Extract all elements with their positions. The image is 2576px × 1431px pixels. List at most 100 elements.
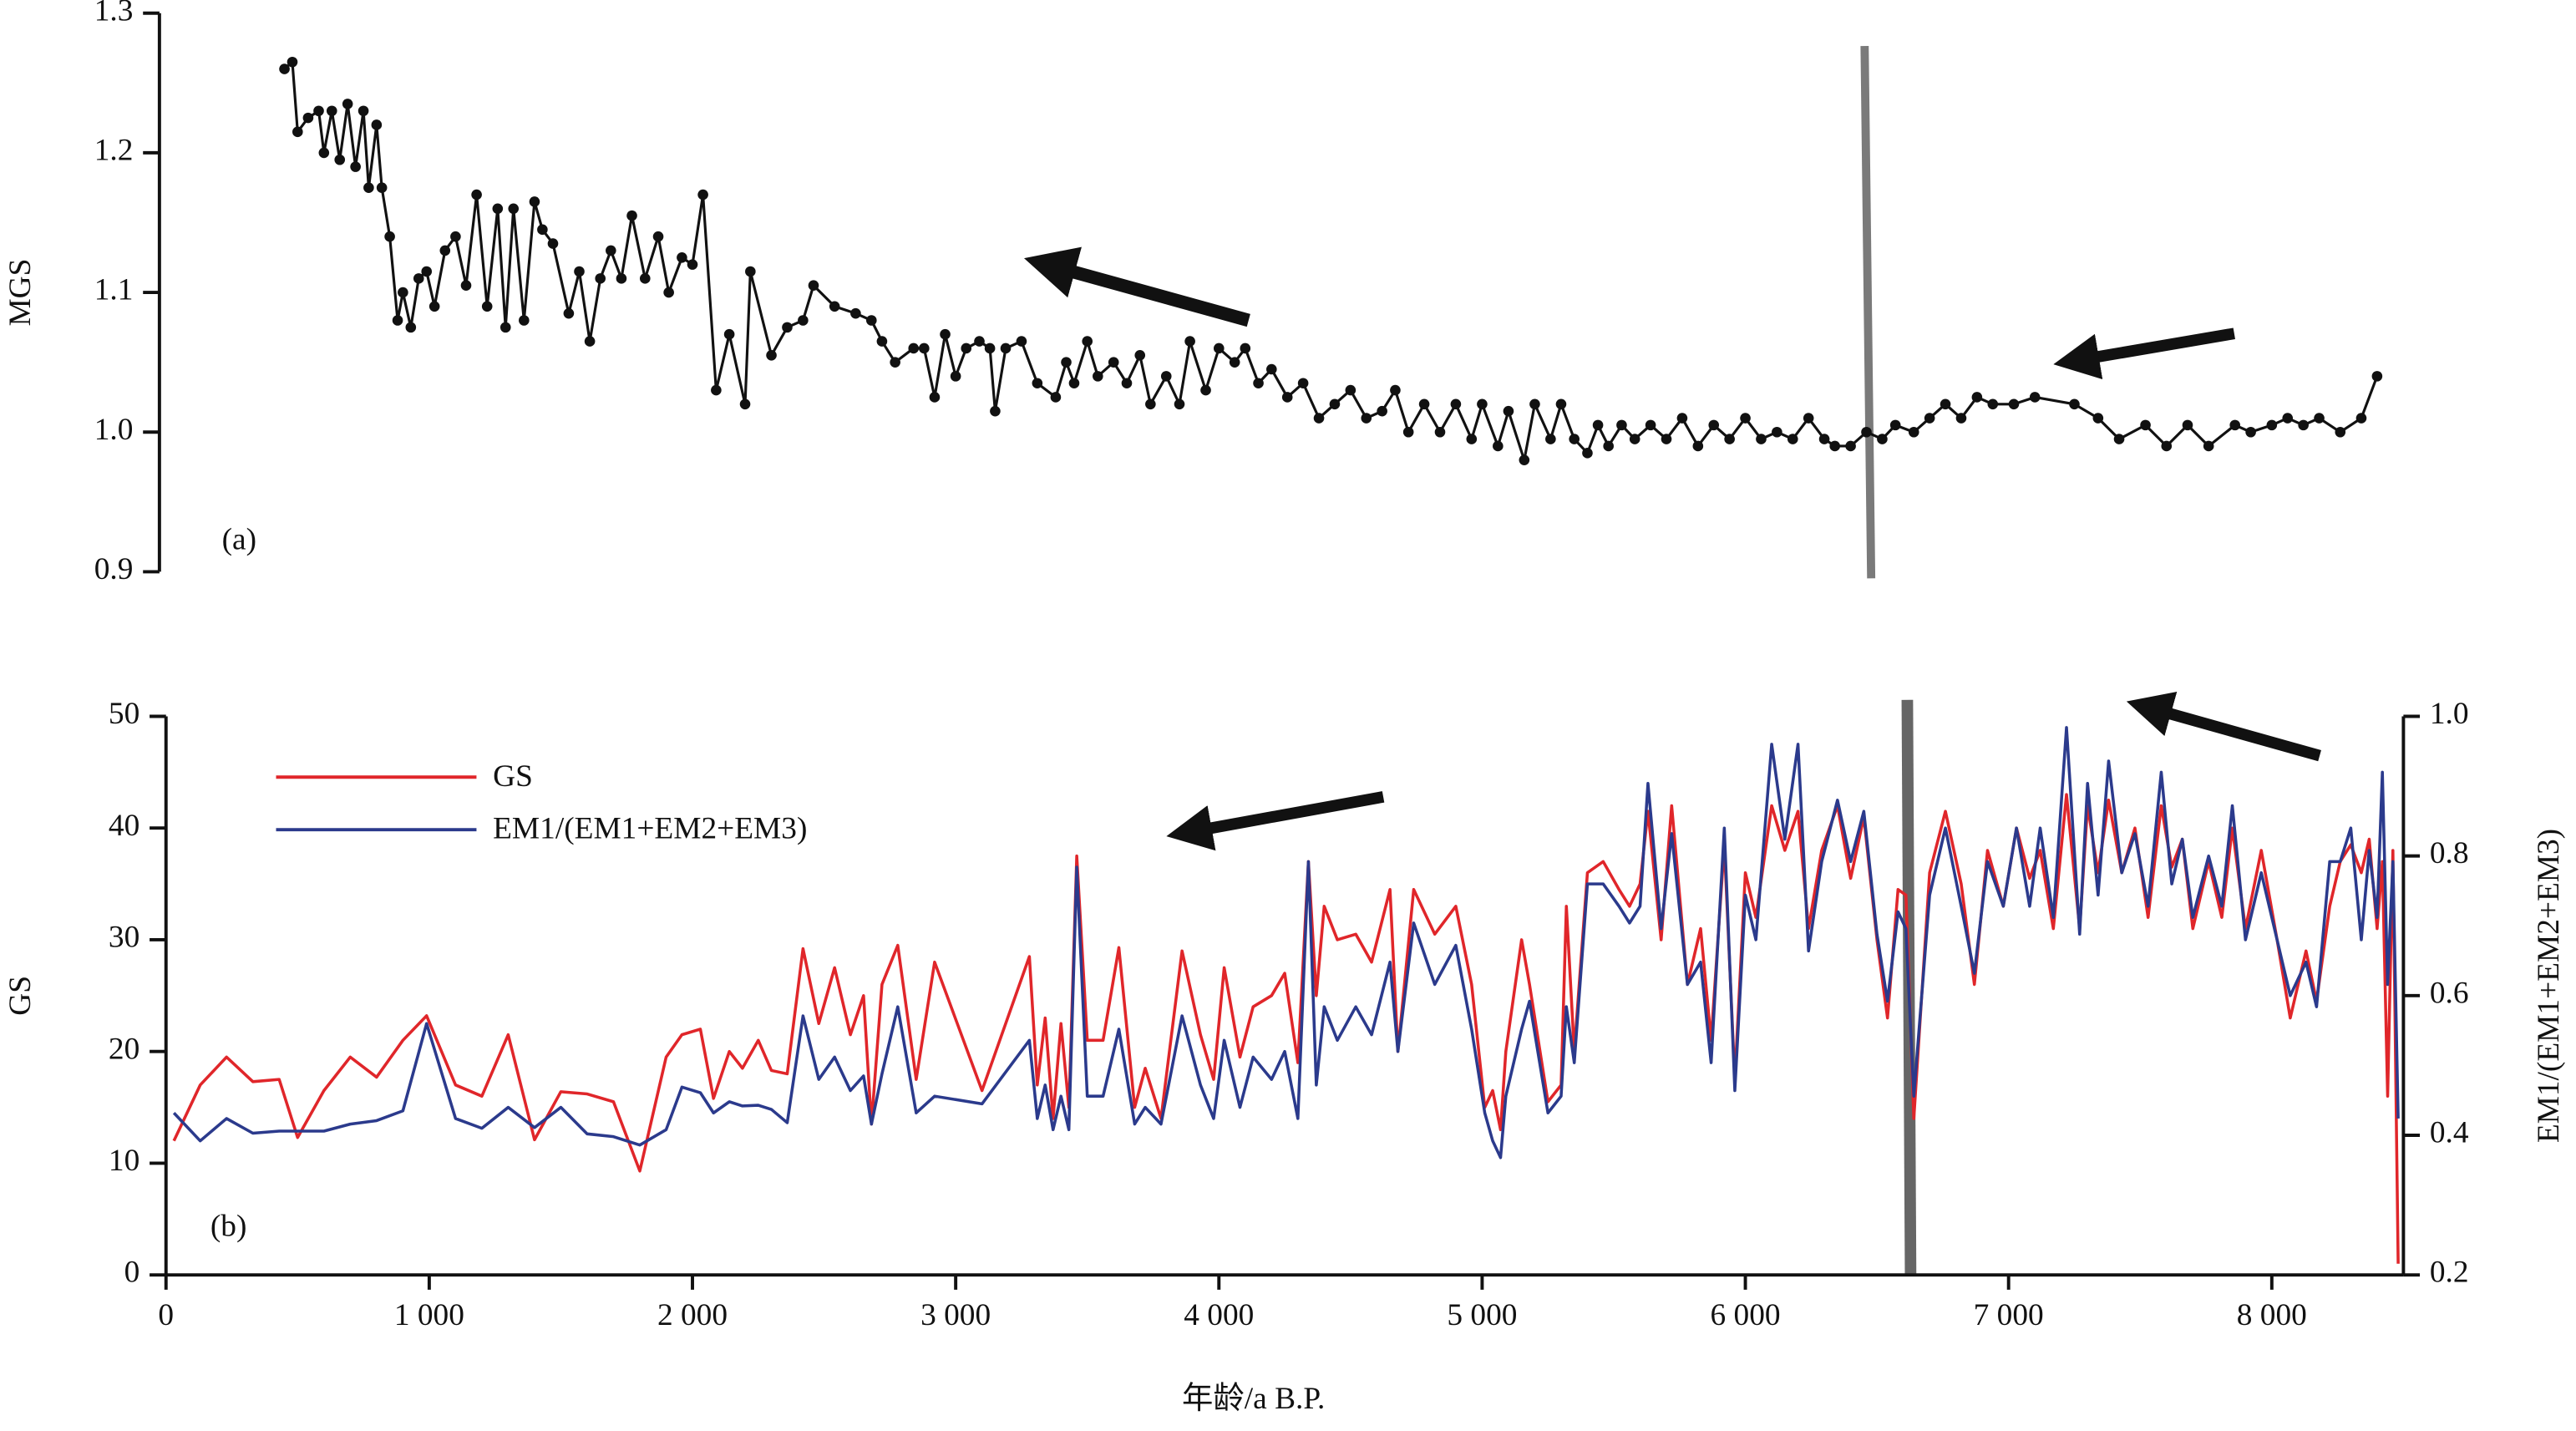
data-point (1184, 336, 1195, 347)
y-axis-title: GS (3, 976, 38, 1016)
data-point (2029, 392, 2041, 403)
data-point (2266, 419, 2278, 431)
data-point (460, 280, 472, 292)
data-point (723, 328, 735, 340)
data-point (890, 357, 900, 368)
data-point (1724, 434, 1735, 444)
data-point (481, 301, 493, 312)
x-tick-label: 5 000 (1447, 1298, 1517, 1332)
data-point (1377, 405, 1387, 417)
data-point (1889, 419, 1901, 431)
data-point (1692, 440, 1704, 452)
data-point (929, 392, 941, 403)
data-point (1661, 434, 1672, 444)
data-point (2355, 413, 2367, 424)
data-point (1082, 336, 1093, 347)
data-point (687, 259, 698, 270)
data-point (961, 343, 972, 354)
y-tick-label: 1.0 (94, 413, 134, 447)
data-point (471, 189, 482, 200)
data-point (639, 273, 651, 284)
data-point (537, 224, 548, 236)
data-point (974, 336, 985, 347)
data-point (1861, 426, 1872, 438)
data-point (1160, 371, 1172, 382)
data-point (697, 189, 708, 200)
data-point (2314, 413, 2325, 424)
y-tick-label: 30 (109, 921, 139, 955)
data-point (1908, 426, 1919, 438)
data-point (1000, 343, 1012, 354)
data-point (1592, 419, 1604, 431)
data-point (287, 56, 298, 68)
data-point (1200, 384, 1211, 396)
data-point (739, 398, 751, 410)
data-point (313, 105, 324, 117)
data-point (2092, 413, 2104, 424)
data-point (1050, 392, 1062, 403)
data-point (990, 405, 1001, 417)
data-point (1803, 413, 1814, 424)
data-point (766, 350, 777, 361)
y-tick-label: 1.3 (94, 0, 134, 28)
y2-tick-label: 0.6 (2430, 976, 2469, 1010)
data-point (1068, 378, 1080, 389)
data-point (1616, 419, 1627, 431)
trend-arrow (1166, 791, 1385, 851)
x-axis-title: 年龄/a B.P. (1182, 1381, 1325, 1416)
data-point (1361, 413, 1372, 424)
data-point (1345, 384, 1356, 396)
data-point (357, 105, 369, 117)
data-point (1390, 384, 1401, 396)
data-point (318, 147, 330, 159)
data-point (808, 280, 819, 292)
data-point (547, 238, 559, 249)
data-point (782, 322, 793, 333)
data-point (392, 315, 403, 326)
data-point (1645, 419, 1656, 431)
data-point (1940, 398, 1951, 410)
data-point (940, 328, 951, 340)
y-tick-label: 1.2 (94, 133, 134, 167)
data-point (508, 203, 520, 215)
data-point (302, 112, 314, 124)
data-point (616, 273, 627, 284)
x-tick-label: 2 000 (657, 1298, 728, 1332)
data-point (350, 161, 361, 172)
series-line (172, 793, 2400, 1264)
x-tick-label: 0 (158, 1298, 174, 1332)
data-point (1402, 426, 1414, 438)
x-tick-label: 1 000 (394, 1298, 464, 1332)
data-point (2069, 398, 2080, 410)
data-point (384, 231, 395, 242)
y2-tick-label: 1.0 (2430, 697, 2469, 731)
y2-axis-title: EM1/(EM1+EM2+EM3) (2532, 829, 2566, 1143)
data-point (1329, 398, 1341, 410)
data-point (1519, 454, 1530, 465)
data-point (1093, 371, 1103, 382)
data-point (450, 231, 461, 242)
data-point (1108, 357, 1119, 368)
data-point (798, 315, 809, 326)
data-point (652, 231, 664, 242)
data-point (2298, 419, 2309, 431)
x-tick-label: 4 000 (1184, 1298, 1254, 1332)
data-point (1845, 440, 1856, 452)
data-point (371, 119, 383, 130)
data-point (1582, 448, 1593, 459)
data-point (1987, 398, 1999, 410)
y-tick-label: 20 (109, 1032, 139, 1066)
data-point (1629, 434, 1640, 444)
data-point (1434, 426, 1446, 438)
y2-tick-label: 0.8 (2430, 836, 2469, 870)
data-point (1503, 405, 1514, 417)
series-line (283, 60, 2379, 462)
data-point (1477, 398, 1488, 410)
data-point (1924, 413, 1935, 424)
data-point (829, 301, 840, 312)
data-point (292, 126, 303, 138)
data-point (428, 301, 440, 312)
data-point (1740, 413, 1751, 424)
data-point (584, 336, 596, 347)
